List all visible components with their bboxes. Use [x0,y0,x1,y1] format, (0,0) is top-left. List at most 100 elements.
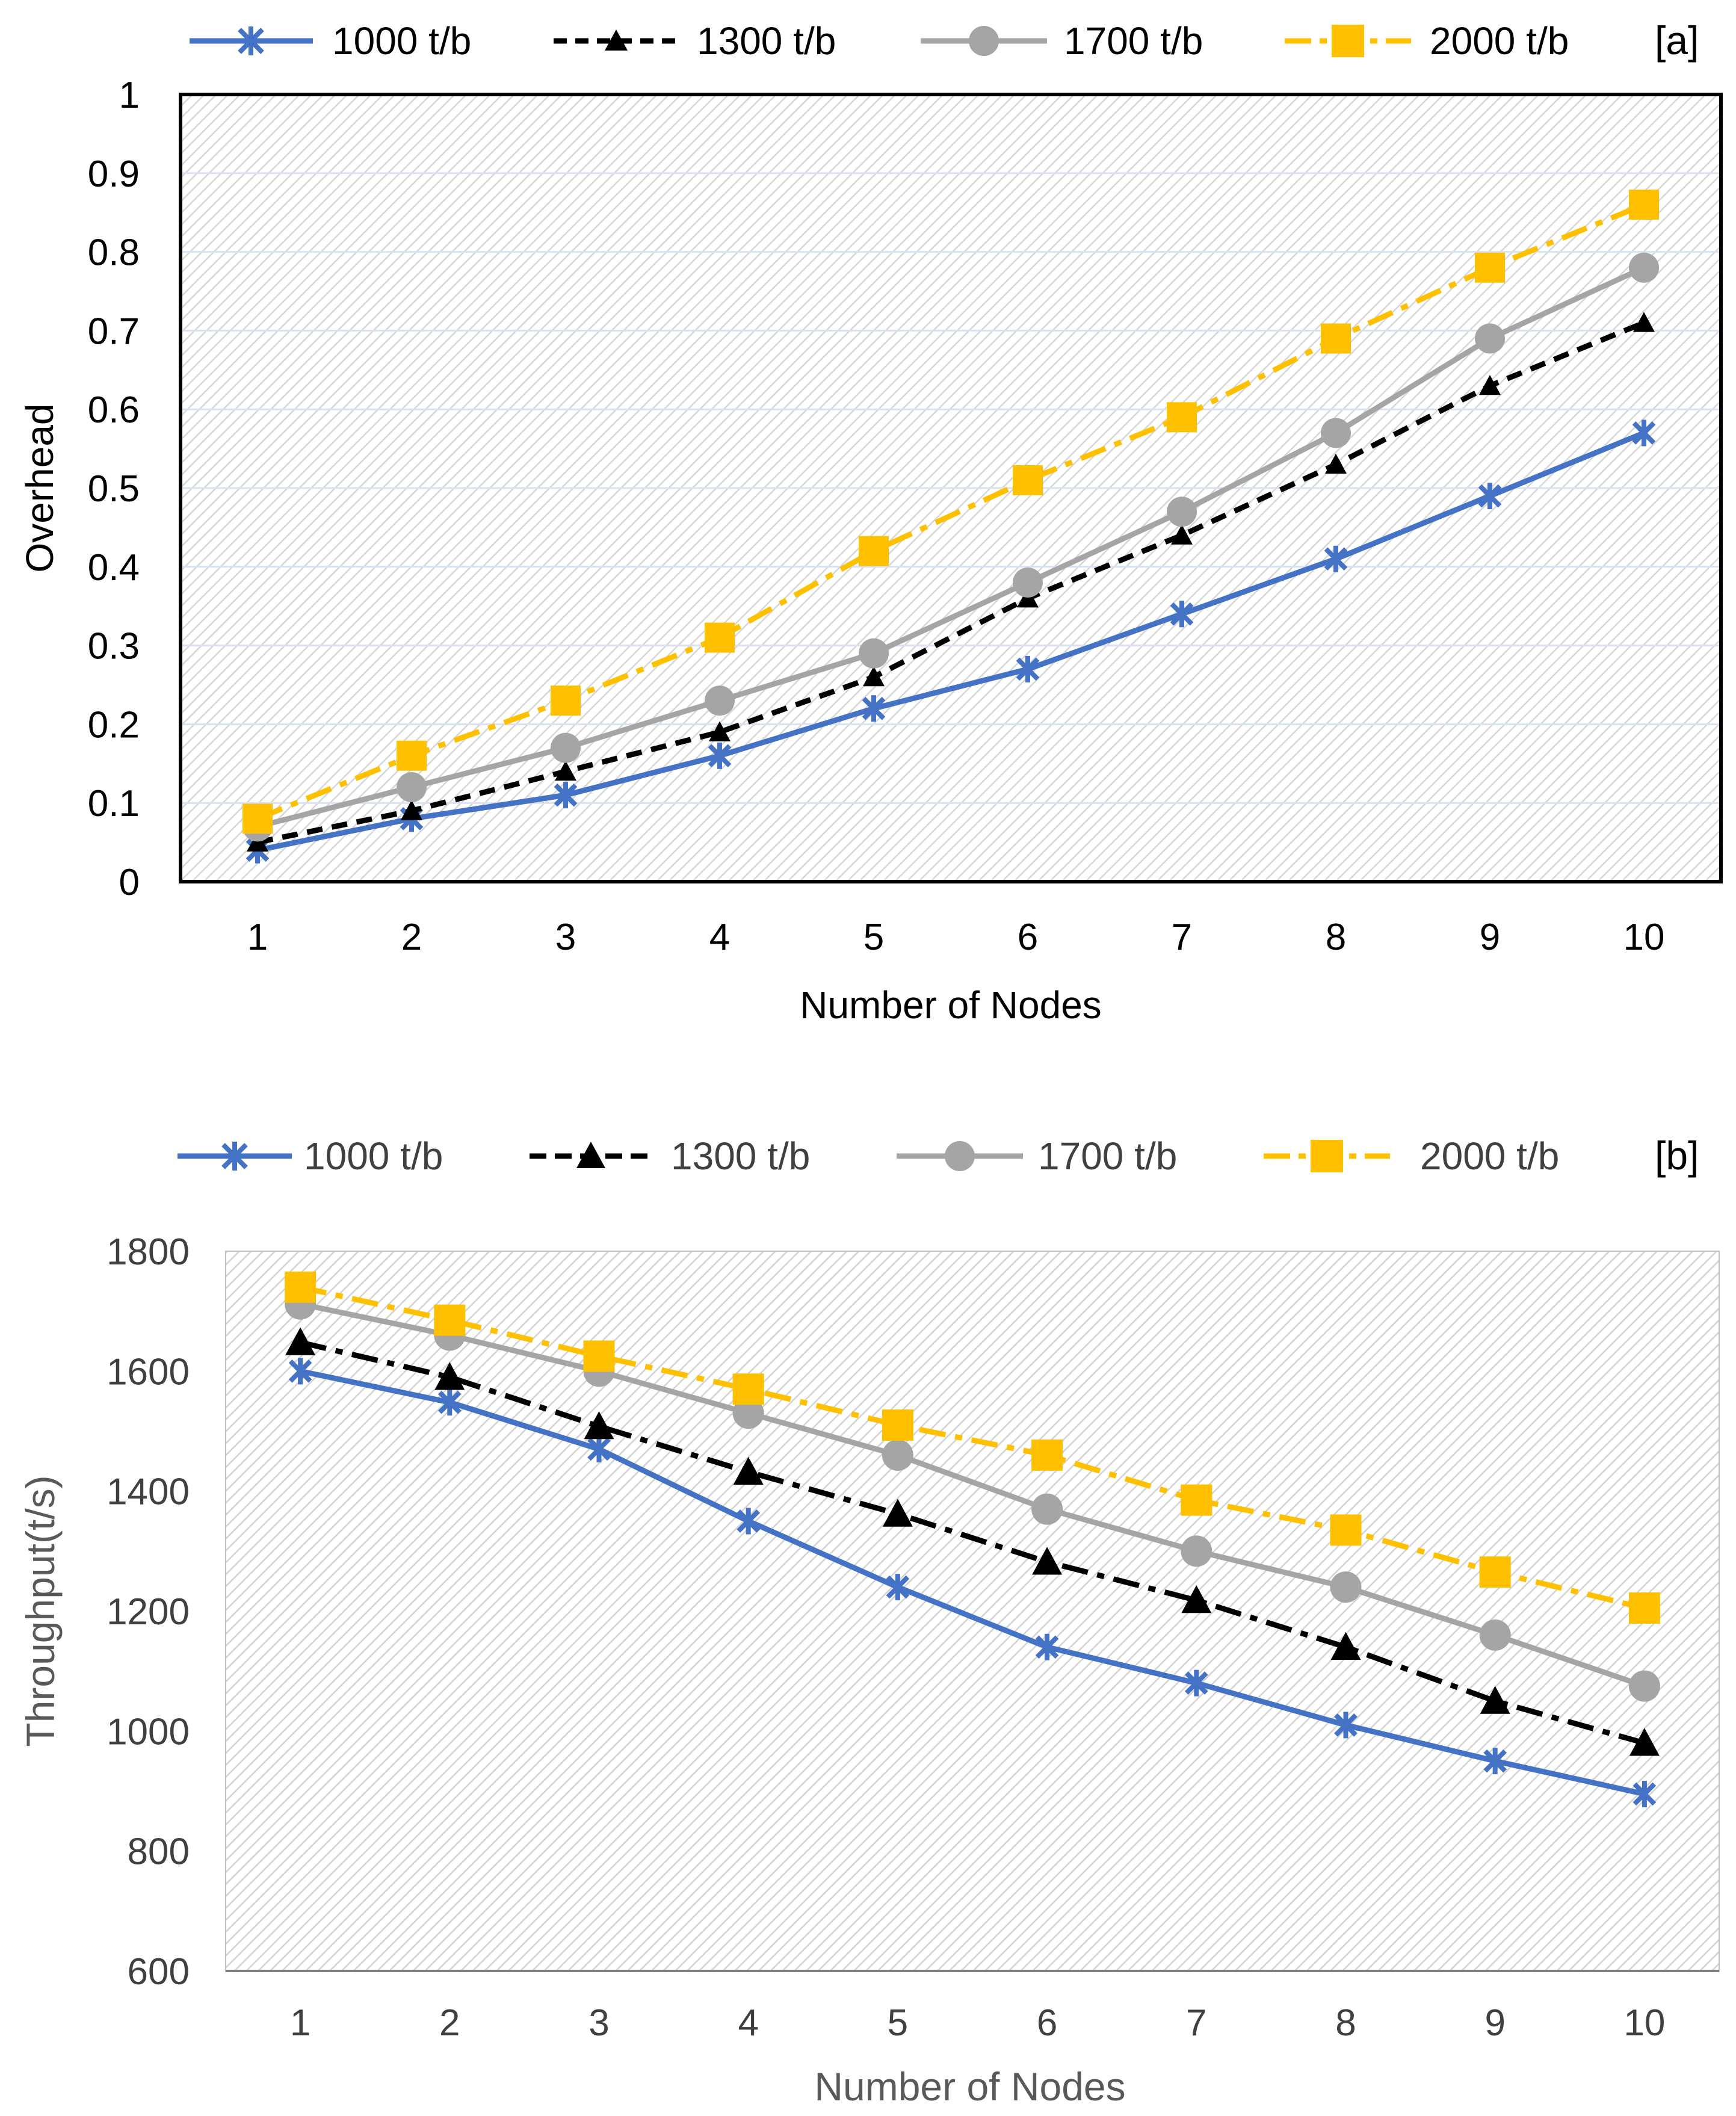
data-point-1700-6 [1013,567,1043,598]
legend-entry-2000: 2000 t/b [1285,19,1569,63]
data-point-1000-8 [1334,1712,1358,1739]
x-tick-label: 8 [1326,917,1346,958]
data-point-1000-9 [1478,483,1502,510]
data-point-1700-9 [1479,1619,1511,1651]
x-tick-label: 10 [1623,2002,1665,2044]
legend: 1000 t/b 1300 t/b 1700 t/b 2000 t/b [178,1134,1559,1178]
x-tick-label: 9 [1484,2002,1505,2044]
legend-label: 1000 t/b [304,1134,443,1178]
y-tick-label: 0 [119,862,140,903]
data-point-1700-9 [1475,323,1505,354]
y-tick-label: 1800 [107,1231,190,1273]
y-tick-label: 1000 [107,1711,190,1753]
x-tick-label: 7 [1186,2002,1206,2044]
data-point-1700-7 [1181,1535,1212,1567]
y-tick-label: 600 [128,1951,190,1993]
data-point-1000-7 [1184,1669,1208,1697]
x-tick-label: 3 [555,917,576,958]
panel-label: [b] [1655,1133,1699,1178]
data-point-1700-4 [705,685,735,716]
series-group [242,190,1659,864]
data-point-2000-6 [1031,1439,1063,1471]
data-point-1700-10 [1629,252,1659,283]
data-point-2000-1 [242,803,273,834]
series-1700 [242,252,1659,842]
x-axis-title: Number of Nodes [800,983,1102,1027]
legend-marker-asterisk-icon [238,26,264,55]
data-point-1300-10 [1629,1728,1660,1756]
data-point-2000-8 [1321,323,1351,354]
y-tick-label: 0.3 [88,626,140,667]
x-tick-label: 6 [1018,917,1038,958]
data-point-1000-2 [437,1389,462,1416]
overhead-chart: 1000 t/b 1300 t/b 1700 t/b 2000 t/b [a] [18,18,1723,1027]
data-point-1300-8 [1325,453,1347,474]
data-point-1000-6 [1035,1633,1059,1660]
x-tick-label: 1 [290,2002,310,2044]
data-point-1000-4 [737,1508,761,1535]
x-tick-label: 10 [1623,917,1665,958]
data-point-1300-8 [1330,1632,1361,1660]
x-axis-title: Number of Nodes [814,2064,1125,2109]
y-tick-label: 1 [119,75,140,116]
series-line-1000 [300,1368,1645,1797]
y-tick-labels: 0 0.1 0.2 0.3 0.4 0.5 0.6 0.7 0.8 0.9 1 [88,75,140,903]
legend: 1000 t/b 1300 t/b 1700 t/b 2000 t/b [190,19,1569,63]
x-tick-label: 5 [888,2002,908,2044]
plot-frame [179,93,1723,883]
x-tick-label: 2 [439,2002,460,2044]
data-point-2000-5 [859,536,889,566]
data-point-1700-6 [1031,1493,1063,1525]
legend-marker-asterisk-icon [221,1142,248,1171]
data-point-1000-5 [862,695,886,722]
data-point-1300-3 [584,1411,614,1440]
data-point-1000-6 [1016,655,1040,682]
data-point-2000-9 [1475,252,1505,283]
x-tick-labels: 1 2 3 4 5 6 7 8 9 10 [247,917,1665,958]
y-tick-label: 0.9 [88,153,140,195]
legend-label: 2000 t/b [1430,19,1569,63]
data-point-1300-3 [555,760,576,781]
data-point-1300-7 [1181,1585,1212,1613]
data-point-2000-3 [551,685,581,716]
y-tick-label: 0.5 [88,468,140,510]
legend-entry-1700: 1700 t/b [921,19,1203,63]
y-tick-labels: 600 800 1000 1200 1400 1600 1800 [107,1231,190,1993]
x-tick-label: 6 [1037,2002,1057,2044]
data-point-1000-10 [1632,419,1656,447]
data-point-1000-3 [587,1435,611,1462]
x-tick-label: 1 [247,917,268,958]
data-point-1000-4 [708,742,732,769]
data-point-1000-8 [1324,545,1348,572]
data-point-1000-10 [1633,1780,1657,1807]
data-point-1300-5 [882,1499,913,1527]
y-tick-label: 0.2 [88,704,140,746]
legend-label: 1000 t/b [332,19,471,63]
data-point-1000-5 [886,1574,910,1601]
data-point-2000-8 [1330,1514,1362,1546]
legend-entry-1000: 1000 t/b [178,1134,443,1178]
data-point-1000-9 [1483,1748,1507,1775]
y-tick-label: 1400 [107,1471,190,1513]
x-tick-label: 8 [1335,2002,1356,2044]
y-tick-label: 0.8 [88,232,140,274]
legend-marker-triangle-icon [605,29,628,51]
y-tick-label: 0.6 [88,389,140,431]
x-tick-label: 4 [738,2002,758,2044]
legend-entry-1700: 1700 t/b [897,1134,1177,1178]
data-point-1300-9 [1479,374,1501,395]
data-point-1700-3 [551,732,581,763]
legend-label: 1300 t/b [697,19,836,63]
legend-entry-1300: 1300 t/b [554,19,836,63]
data-point-2000-7 [1181,1484,1212,1516]
series-group [285,1271,1660,1807]
series-line-1300 [300,1340,1646,1746]
data-point-2000-7 [1167,402,1197,433]
data-point-1700-5 [882,1439,913,1471]
data-point-1700-10 [1628,1670,1660,1702]
y-tick-label: 0.4 [88,547,140,589]
data-point-1300-9 [1480,1686,1510,1714]
y-tick-label: 0.7 [88,311,140,352]
series-line-1000 [257,430,1645,853]
data-point-1300-2 [434,1362,465,1390]
